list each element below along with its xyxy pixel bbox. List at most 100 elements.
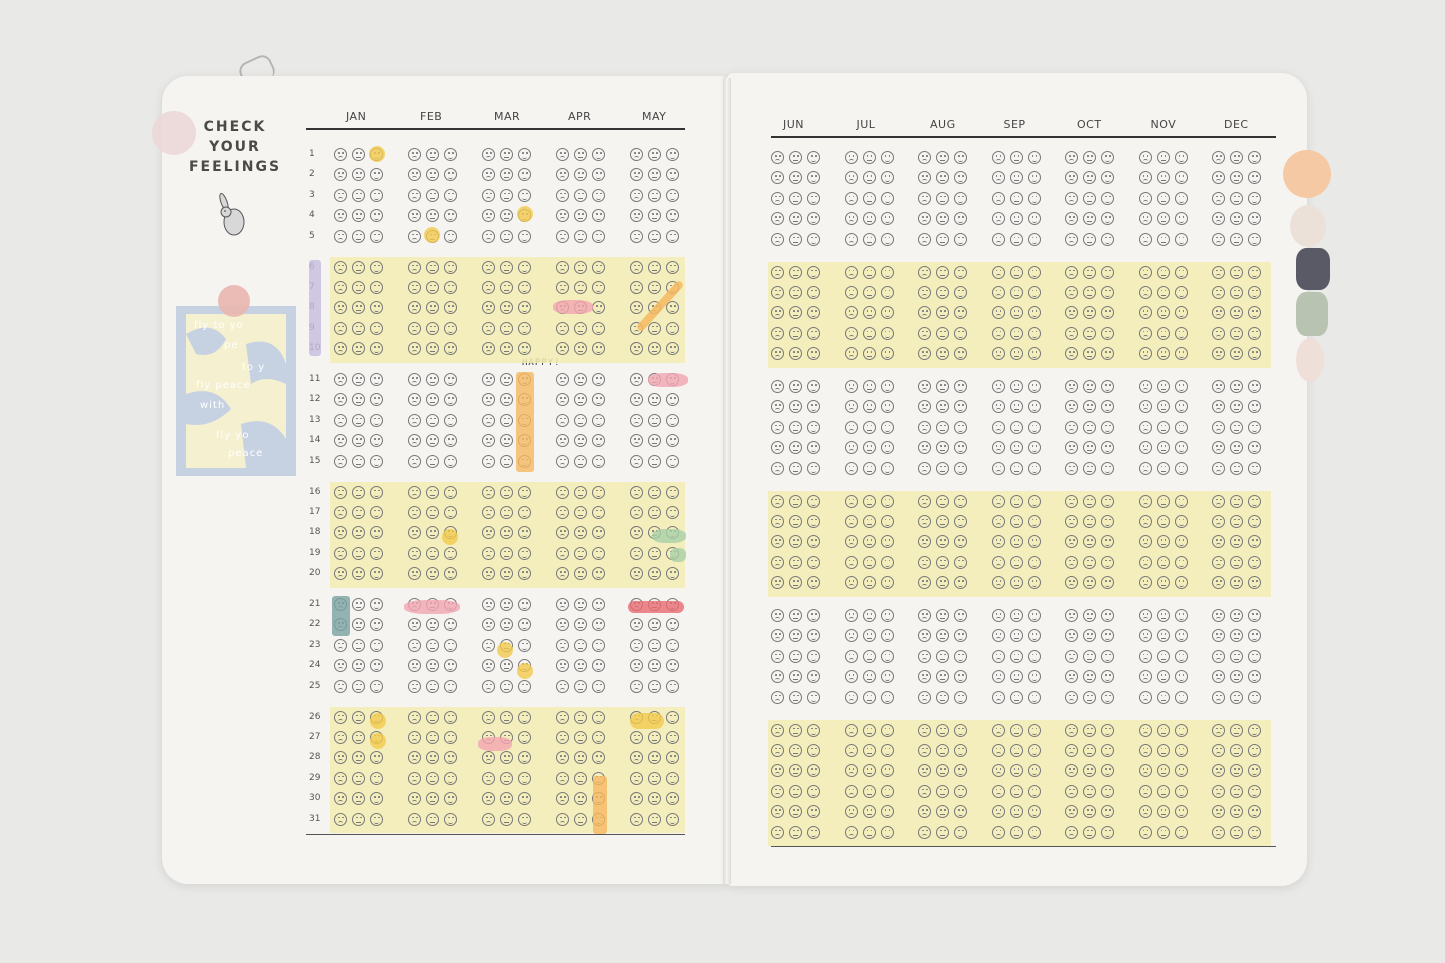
happy-face-icon xyxy=(370,638,383,652)
happy-face-icon xyxy=(1101,764,1114,778)
happy-face-icon xyxy=(444,434,457,448)
neutral-face-icon xyxy=(1156,784,1170,798)
sad-face-icon xyxy=(1065,151,1078,164)
sad-face-icon xyxy=(408,730,421,744)
index-tab-charcoal[interactable] xyxy=(1296,248,1330,290)
neutral-face-icon xyxy=(500,679,513,693)
happy-face-icon xyxy=(807,191,820,205)
happy-face-icon xyxy=(954,555,967,569)
sad-face-icon xyxy=(334,792,347,806)
sad-face-icon xyxy=(630,771,643,785)
neutral-face-icon xyxy=(426,393,439,407)
day-number: 4 xyxy=(309,210,315,221)
neutral-face-icon xyxy=(648,188,661,202)
neutral-face-icon xyxy=(574,209,587,223)
neutral-face-icon xyxy=(862,212,876,226)
sad-face-icon xyxy=(844,420,858,434)
sad-face-icon xyxy=(1138,380,1152,393)
happy-face-icon xyxy=(1027,670,1041,684)
sad-face-icon xyxy=(408,505,421,519)
neutral-face-icon xyxy=(1083,265,1096,279)
neutral-face-icon xyxy=(1230,764,1243,778)
index-tab-beige[interactable] xyxy=(1290,205,1326,247)
neutral-face-icon xyxy=(1230,743,1243,757)
happy-face-icon xyxy=(666,659,679,673)
sad-face-icon xyxy=(482,505,495,519)
happy-face-icon xyxy=(518,188,531,202)
neutral-face-icon xyxy=(789,285,802,299)
happy-face-icon xyxy=(592,679,605,693)
neutral-face-icon xyxy=(936,326,949,340)
happy-face-icon xyxy=(444,321,457,335)
happy-face-icon xyxy=(518,342,531,356)
neutral-face-icon xyxy=(1156,347,1170,361)
happy-face-icon xyxy=(1248,191,1261,205)
neutral-face-icon xyxy=(1083,326,1096,340)
sad-face-icon xyxy=(630,485,643,499)
sad-face-icon xyxy=(771,151,784,164)
sad-face-icon xyxy=(556,229,569,243)
sad-face-icon xyxy=(771,494,784,508)
happy-face-icon xyxy=(592,659,605,673)
neutral-face-icon xyxy=(936,347,949,361)
sad-face-icon xyxy=(408,710,421,724)
neutral-face-icon xyxy=(789,151,802,164)
sad-face-icon xyxy=(1212,265,1225,279)
sad-face-icon xyxy=(991,380,1005,393)
sad-face-icon xyxy=(771,514,784,528)
neutral-face-icon xyxy=(500,454,513,468)
happy-face-icon xyxy=(1248,555,1261,569)
happy-face-icon xyxy=(1027,306,1041,320)
sad-face-icon xyxy=(1212,514,1225,528)
neutral-face-icon xyxy=(500,771,513,785)
index-tab-orange[interactable] xyxy=(1283,150,1331,198)
day-number: 26 xyxy=(309,711,321,722)
happy-face-icon xyxy=(444,679,457,693)
neutral-face-icon xyxy=(574,454,587,468)
happy-face-icon xyxy=(1248,494,1261,508)
sad-face-icon xyxy=(1212,494,1225,508)
happy-face-icon xyxy=(1248,576,1261,590)
month-label-feb: FEB xyxy=(420,110,443,123)
happy-face-icon xyxy=(954,420,967,434)
neutral-face-icon xyxy=(789,629,802,643)
sad-face-icon xyxy=(844,347,858,361)
neutral-face-icon xyxy=(862,649,876,663)
sad-face-icon xyxy=(482,679,495,693)
sad-face-icon xyxy=(630,567,643,581)
neutral-face-icon xyxy=(1009,171,1023,185)
neutral-face-icon xyxy=(789,723,802,737)
neutral-face-icon xyxy=(1230,441,1243,455)
happy-face-icon xyxy=(1248,400,1261,414)
sad-face-icon xyxy=(844,555,858,569)
happy-face-icon xyxy=(880,326,894,340)
neutral-face-icon xyxy=(862,420,876,434)
neutral-face-icon xyxy=(1230,609,1243,622)
index-tab-blush[interactable] xyxy=(1296,338,1324,382)
happy-face-icon xyxy=(592,342,605,356)
neutral-face-icon xyxy=(574,485,587,499)
sad-face-icon xyxy=(408,342,421,356)
sad-face-icon xyxy=(556,546,569,560)
neutral-face-icon xyxy=(789,265,802,279)
neutral-face-icon xyxy=(1230,285,1243,299)
sad-face-icon xyxy=(334,188,347,202)
happy-face-icon xyxy=(1027,285,1041,299)
day-number: 31 xyxy=(309,813,321,824)
neutral-face-icon xyxy=(862,555,876,569)
sad-face-icon xyxy=(630,546,643,560)
happy-face-icon xyxy=(880,805,894,819)
sad-face-icon xyxy=(556,413,569,427)
happy-face-icon xyxy=(1174,171,1188,185)
neutral-face-icon xyxy=(1156,690,1170,704)
index-tab-sage[interactable] xyxy=(1296,292,1328,336)
sad-face-icon xyxy=(334,485,347,499)
neutral-face-icon xyxy=(862,576,876,590)
neutral-face-icon xyxy=(1009,743,1023,757)
sad-face-icon xyxy=(1065,232,1078,246)
happy-face-icon xyxy=(1101,535,1114,549)
neutral-face-icon xyxy=(862,380,876,393)
neutral-face-icon xyxy=(1083,805,1096,819)
happy-face-icon xyxy=(1027,326,1041,340)
sad-face-icon xyxy=(408,618,421,632)
